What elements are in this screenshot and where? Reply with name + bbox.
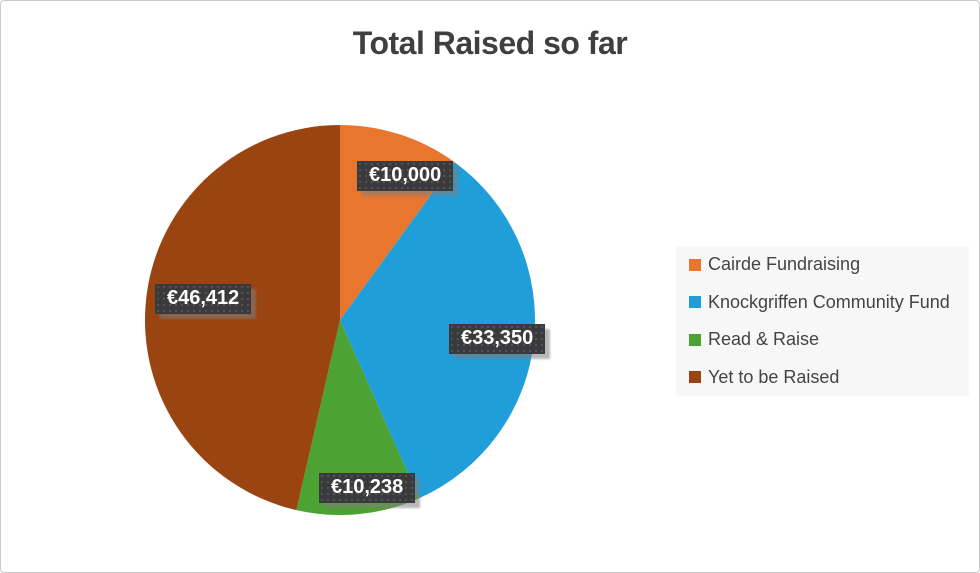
data-label-knockgriffen-community-fund: €33,350 — [449, 324, 546, 354]
pie-slice-read-raise[interactable] — [296, 320, 420, 515]
data-label-cairde-fundraising: €10,000 — [357, 161, 454, 191]
legend-item-yet-to-be-raised[interactable]: Yet to be Raised — [689, 367, 969, 388]
legend-swatch-orange — [689, 258, 701, 271]
legend-swatch-brown — [689, 371, 701, 384]
chart-title: Total Raised so far — [352, 25, 628, 61]
legend-label: Read & Raise — [708, 329, 820, 350]
data-label-yet-to-be-raised: €46,412 — [155, 284, 252, 314]
pie-slice-yet-to-be-raised[interactable] — [145, 125, 340, 511]
legend-item-knockgriffen-community-fund[interactable]: Knockgriffen Community Fund — [689, 292, 969, 313]
pie-slice-knockgriffen-community-fund[interactable] — [340, 162, 535, 499]
legend-label: Cairde Fundraising — [708, 254, 861, 275]
legend-item-read-and-raise[interactable]: Read & Raise — [689, 329, 969, 350]
legend-label: Yet to be Raised — [708, 366, 840, 387]
legend: Cairde Fundraising Knockgriffen Communit… — [676, 246, 969, 396]
legend-swatch-blue — [689, 296, 701, 309]
pie-chart[interactable] — [145, 125, 535, 515]
legend-label: Knockgriffen Community Fund — [708, 291, 950, 312]
legend-swatch-green — [689, 333, 701, 346]
data-label-read-and-raise: €10,238 — [319, 473, 416, 503]
legend-item-cairde-fundraising[interactable]: Cairde Fundraising — [689, 254, 969, 275]
